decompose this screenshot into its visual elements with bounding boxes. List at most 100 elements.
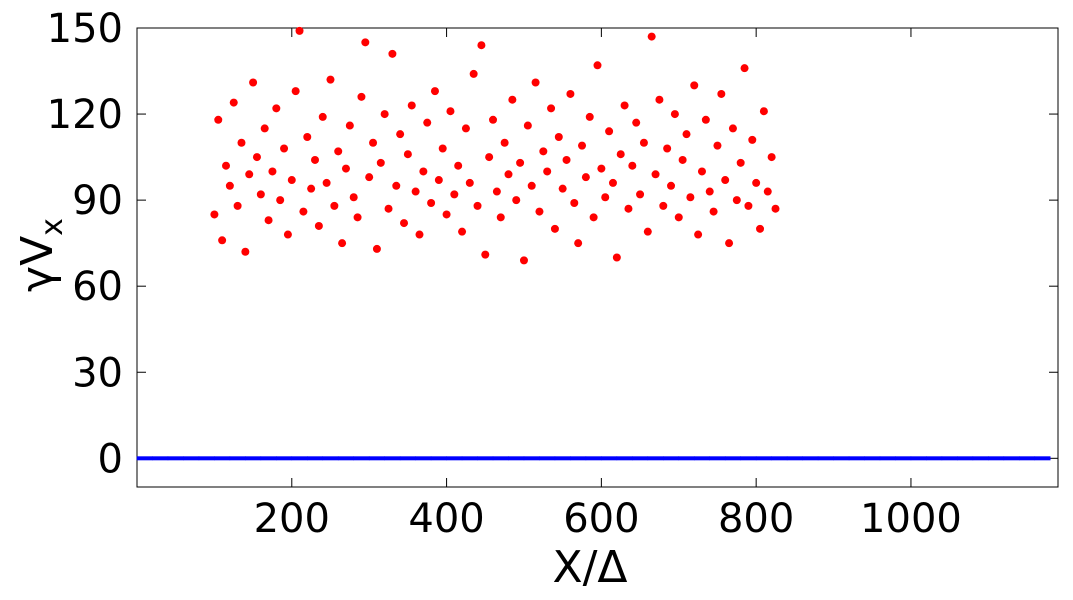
point (276, 196, 285, 205)
point (229, 456, 246, 461)
point (314, 221, 323, 230)
point (183, 456, 200, 461)
point (941, 456, 958, 461)
point (442, 210, 451, 219)
point (1034, 456, 1051, 461)
x-tick-label: 1000 (860, 496, 962, 542)
point (399, 456, 416, 461)
point (349, 193, 358, 202)
point (299, 207, 308, 216)
point (372, 244, 381, 253)
point (152, 456, 169, 461)
point (620, 101, 629, 110)
point (879, 456, 896, 461)
point (307, 184, 316, 193)
point (562, 155, 571, 164)
point (357, 92, 366, 101)
point (326, 75, 335, 84)
point (651, 170, 660, 179)
point (756, 224, 765, 233)
point (260, 456, 277, 461)
point (237, 138, 246, 147)
point (473, 201, 482, 210)
point (504, 170, 513, 179)
point (682, 130, 691, 139)
point (361, 38, 370, 47)
point (469, 69, 478, 78)
point (647, 456, 664, 461)
point (554, 133, 563, 142)
point (519, 256, 528, 265)
x-tick-label: 400 (408, 496, 484, 542)
point (403, 150, 412, 159)
point (547, 104, 556, 113)
point (341, 164, 350, 173)
x-tick-label: 600 (563, 496, 639, 542)
point (233, 201, 242, 210)
point (663, 456, 680, 461)
point (728, 124, 737, 133)
point (910, 456, 927, 461)
point (616, 150, 625, 159)
point (500, 138, 509, 147)
y-tick-label: 150 (47, 6, 123, 52)
point (245, 456, 262, 461)
point (477, 456, 494, 461)
point (396, 130, 405, 139)
point (740, 64, 749, 73)
point (276, 456, 293, 461)
point (581, 173, 590, 182)
point (543, 167, 552, 176)
point (512, 196, 521, 205)
x-axis-label: X/Δ (552, 542, 627, 593)
point (489, 115, 498, 124)
point (678, 456, 695, 461)
point (636, 190, 645, 199)
point (744, 201, 753, 210)
point (415, 456, 432, 461)
point (701, 115, 710, 124)
point (628, 161, 637, 170)
point (368, 456, 385, 461)
point (670, 110, 679, 119)
point (322, 456, 339, 461)
point (376, 158, 385, 167)
point (1019, 456, 1036, 461)
point (523, 456, 540, 461)
point (458, 227, 467, 236)
point (427, 198, 436, 207)
point (755, 456, 772, 461)
point (295, 26, 304, 35)
point (345, 121, 354, 130)
point (446, 456, 463, 461)
y-tick-label: 0 (98, 436, 123, 482)
point (307, 456, 324, 461)
point (214, 115, 223, 124)
point (574, 239, 583, 248)
point (492, 456, 509, 461)
point (570, 456, 587, 461)
point (334, 147, 343, 156)
point (926, 456, 943, 461)
point (407, 101, 416, 110)
point (709, 456, 726, 461)
point (674, 213, 683, 222)
y-tick-label: 90 (72, 178, 123, 224)
point (392, 181, 401, 190)
point (430, 87, 439, 96)
point (419, 167, 428, 176)
point (291, 456, 308, 461)
point (283, 230, 292, 239)
point (535, 207, 544, 216)
point (647, 32, 656, 41)
point (369, 138, 378, 147)
point (759, 107, 768, 116)
point (848, 456, 865, 461)
point (264, 216, 273, 225)
point (570, 198, 579, 207)
point (612, 253, 621, 262)
point (454, 161, 463, 170)
point (864, 456, 881, 461)
point (249, 78, 258, 87)
point (608, 178, 617, 187)
